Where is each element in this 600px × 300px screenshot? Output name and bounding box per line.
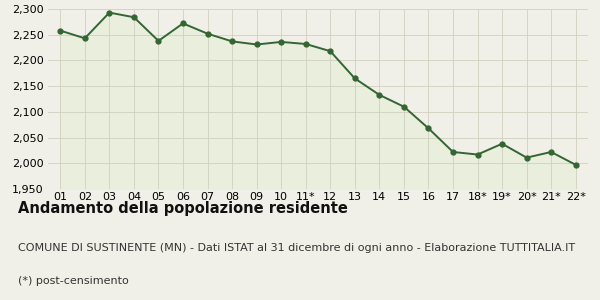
Text: COMUNE DI SUSTINENTE (MN) - Dati ISTAT al 31 dicembre di ogni anno - Elaborazion: COMUNE DI SUSTINENTE (MN) - Dati ISTAT a… bbox=[18, 243, 575, 253]
Text: (*) post-censimento: (*) post-censimento bbox=[18, 276, 129, 286]
Text: Andamento della popolazione residente: Andamento della popolazione residente bbox=[18, 201, 348, 216]
